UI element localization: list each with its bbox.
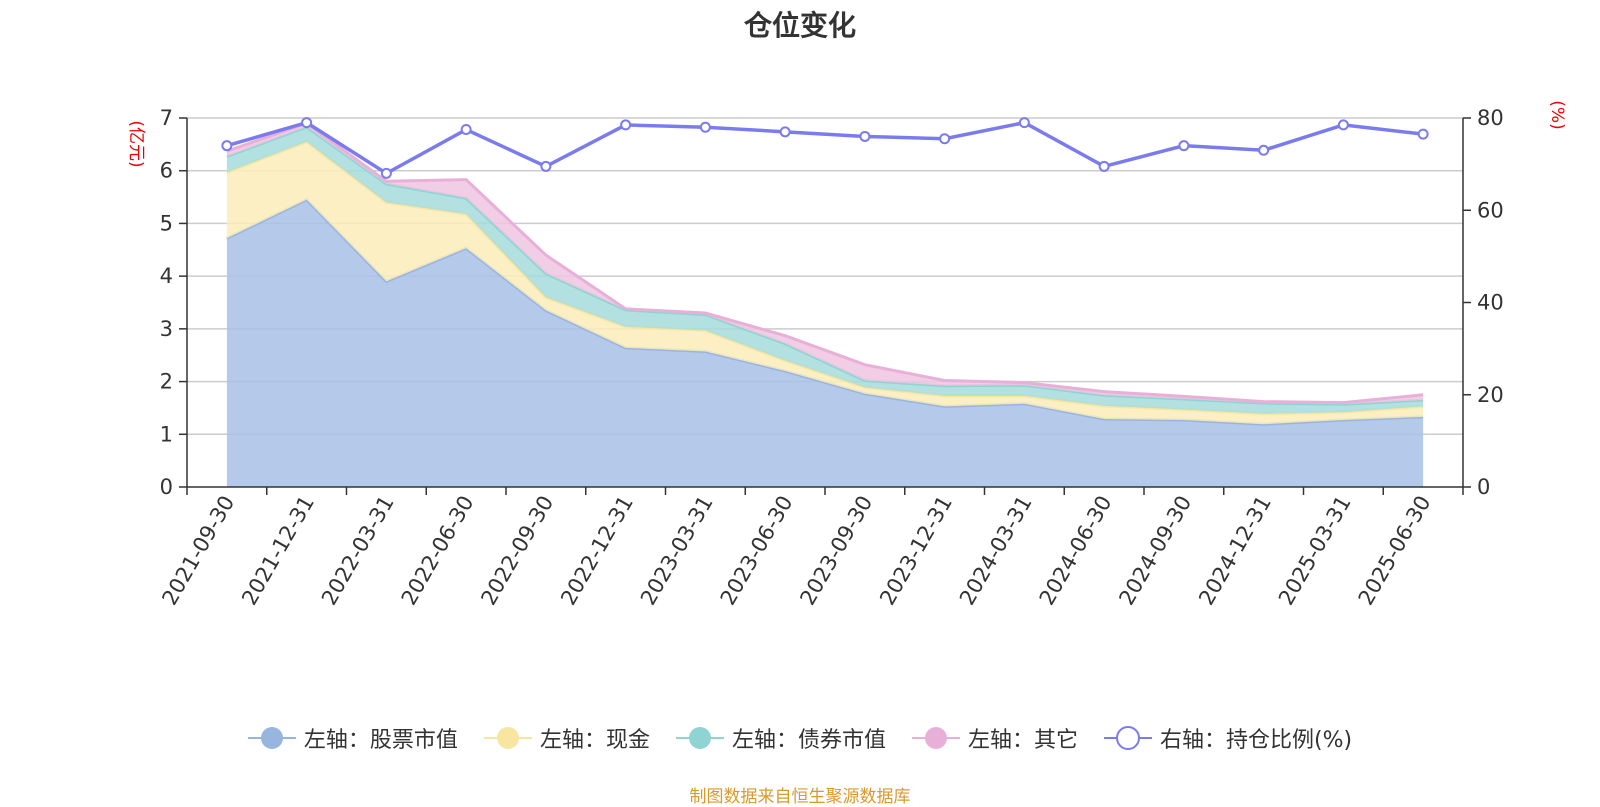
left-tick-label: 1: [160, 422, 173, 446]
x-tick-label: 2023-06-30: [716, 492, 798, 610]
ratio-point: [1178, 140, 1190, 152]
x-tick-label: 2021-12-31: [237, 492, 319, 610]
legend: 左轴：股票市值 左轴：现金 左轴：债券市值 左轴：其它 右轴：持仓比例(%): [0, 722, 1600, 754]
left-tick-label: 3: [160, 317, 173, 341]
source-note: 制图数据来自恒生聚源数据库: [689, 787, 911, 807]
left-tick-label: 4: [160, 264, 173, 288]
legend-marker-icon: [911, 727, 960, 749]
x-tick-label: 2024-06-30: [1035, 492, 1117, 610]
legend-label: 左轴：股票市值: [303, 728, 458, 753]
ratio-point: [939, 133, 951, 145]
legend-item[interactable]: 左轴：债券市值: [675, 722, 886, 754]
ratio-point: [1337, 119, 1349, 131]
ratio-point: [699, 121, 711, 133]
left-tick-label: 2: [160, 370, 173, 394]
x-tick-label: 2022-09-30: [476, 492, 558, 610]
left-axis-unit: (亿元): [126, 120, 146, 167]
ratio-point: [301, 117, 313, 129]
left-tick-label: 0: [160, 475, 173, 499]
x-tick-label: 2023-12-31: [875, 492, 957, 610]
legend-marker-icon: [483, 727, 532, 749]
right-tick-label: 80: [1477, 106, 1504, 130]
x-tick-label: 2025-03-31: [1274, 492, 1356, 610]
ratio-point: [380, 167, 392, 179]
left-tick-label: 6: [160, 159, 173, 183]
legend-label: 右轴：持仓比例(%): [1159, 728, 1353, 753]
area-edge-左轴：其它: [226, 121, 1424, 405]
right-tick-label: 0: [1477, 475, 1490, 499]
ratio-point: [620, 119, 632, 131]
area-左轴：股票市值: [226, 199, 1424, 487]
stacked-areas: [226, 121, 1424, 487]
x-tick-label: 2024-09-30: [1114, 492, 1196, 610]
ratio-point: [859, 130, 871, 142]
ratio-point: [1417, 128, 1429, 140]
ratio-point: [1098, 160, 1110, 172]
legend-marker-icon: [1103, 726, 1152, 750]
x-tick-label: 2024-12-31: [1194, 492, 1276, 610]
ratio-line-path: [226, 120, 1424, 176]
x-tick-label: 2022-12-31: [556, 492, 638, 610]
x-tick-label: 2022-06-30: [397, 492, 479, 610]
ratio-line: [221, 117, 1429, 179]
legend-marker-icon: [675, 727, 724, 749]
legend-item[interactable]: 左轴：现金: [483, 722, 650, 754]
left-tick-label: 5: [160, 211, 173, 235]
left-tick-label: 7: [160, 106, 173, 130]
x-tick-label: 2023-09-30: [795, 492, 877, 610]
chart-title: 仓位变化: [743, 9, 856, 42]
legend-marker-icon: [247, 727, 296, 749]
ratio-point: [221, 140, 233, 152]
right-tick-label: 60: [1477, 198, 1504, 222]
x-tick-label: 2022-03-31: [317, 492, 399, 610]
ratio-point: [1258, 144, 1270, 156]
right-axis-unit: (%): [1547, 100, 1567, 129]
right-tick-label: 20: [1477, 383, 1504, 407]
ratio-point: [540, 160, 552, 172]
legend-label: 左轴：债券市值: [731, 728, 886, 753]
ratio-point: [1018, 117, 1030, 129]
right-tick-label: 40: [1477, 291, 1504, 315]
legend-item[interactable]: 左轴：其它: [911, 722, 1078, 754]
x-tick-label: 2025-06-30: [1354, 492, 1436, 610]
legend-item[interactable]: 右轴：持仓比例(%): [1103, 722, 1353, 754]
legend-label: 左轴：现金: [539, 728, 650, 753]
ratio-point: [460, 124, 472, 136]
ratio-point: [779, 126, 791, 138]
x-tick-label: 2021-09-30: [157, 492, 239, 610]
x-tick-label: 2024-03-31: [955, 492, 1037, 610]
legend-item[interactable]: 左轴：股票市值: [247, 722, 458, 754]
legend-label: 左轴：其它: [967, 728, 1078, 753]
x-tick-label: 2023-03-31: [636, 492, 718, 610]
